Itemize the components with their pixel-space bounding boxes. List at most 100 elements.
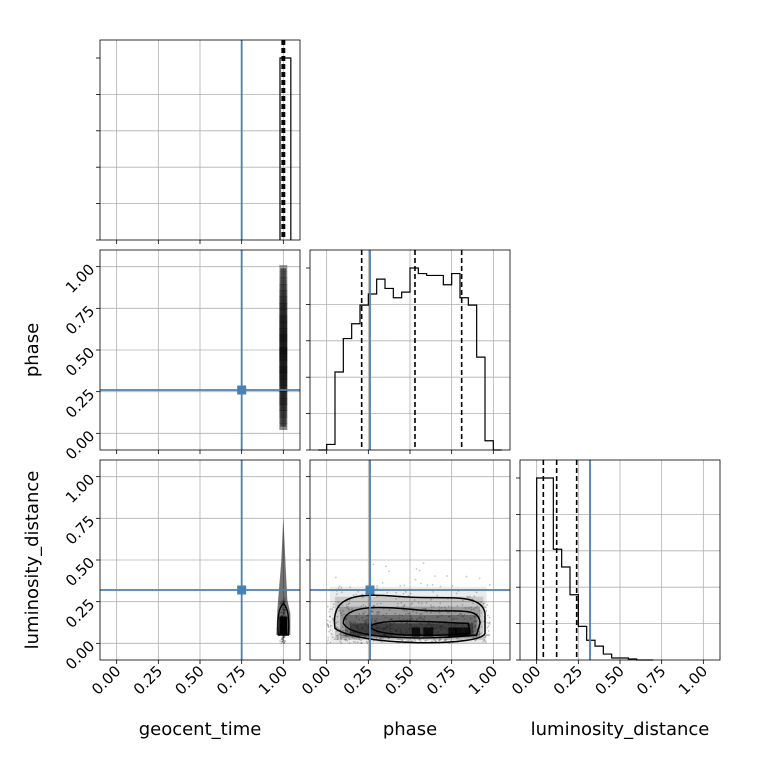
sample-point bbox=[377, 613, 380, 616]
sample-point bbox=[484, 640, 487, 643]
sample-point bbox=[352, 594, 355, 597]
sample-point bbox=[336, 626, 339, 629]
sample-point bbox=[395, 629, 398, 632]
sample-point bbox=[378, 611, 381, 613]
sample-point bbox=[486, 633, 488, 636]
sample-point bbox=[488, 616, 491, 619]
sample-point bbox=[417, 601, 420, 604]
sample-point bbox=[357, 641, 359, 644]
sample-point bbox=[351, 636, 354, 639]
sample-point bbox=[348, 602, 350, 605]
sample-point bbox=[375, 585, 378, 587]
sample-point bbox=[279, 640, 282, 643]
sample-point bbox=[443, 639, 446, 641]
sample-point bbox=[418, 617, 421, 620]
sample-point bbox=[281, 636, 284, 639]
sample-point bbox=[389, 622, 392, 625]
sample-point bbox=[478, 577, 481, 580]
sample-point bbox=[431, 583, 434, 586]
y-tick-label: 0.25 bbox=[62, 595, 98, 631]
sample-point bbox=[485, 610, 488, 612]
sample-point bbox=[347, 603, 350, 605]
sample-point bbox=[360, 642, 363, 645]
sample-point bbox=[430, 611, 432, 614]
x-tick-label: 0.75 bbox=[213, 662, 249, 698]
sample-point bbox=[383, 634, 386, 637]
sample-point bbox=[360, 639, 362, 642]
sample-point bbox=[403, 605, 406, 608]
sample-point bbox=[362, 619, 365, 622]
sample-point bbox=[376, 627, 378, 630]
histogram-step-phase bbox=[318, 267, 502, 451]
sample-point bbox=[474, 625, 476, 628]
x-axis-label-geocent_time: geocent_time bbox=[139, 719, 262, 740]
sample-point bbox=[331, 608, 334, 611]
sample-point bbox=[400, 631, 403, 634]
sample-point bbox=[328, 615, 331, 618]
sample-point bbox=[420, 616, 422, 619]
sample-point bbox=[410, 617, 413, 620]
sample-point bbox=[425, 624, 428, 627]
sample-point bbox=[366, 642, 369, 644]
sample-point bbox=[479, 601, 482, 603]
sample-point bbox=[382, 627, 384, 630]
sample-point bbox=[366, 627, 369, 630]
sample-point bbox=[342, 629, 345, 632]
sample-point bbox=[348, 642, 351, 644]
sample-point bbox=[419, 613, 422, 616]
sample-point bbox=[404, 613, 407, 615]
sample-point bbox=[426, 584, 429, 586]
sample-point bbox=[338, 609, 340, 612]
sample-point bbox=[341, 604, 344, 607]
sample-point bbox=[358, 638, 360, 641]
sample-point bbox=[410, 624, 413, 627]
sample-point bbox=[427, 622, 430, 625]
sample-point bbox=[284, 640, 287, 642]
sample-point bbox=[352, 621, 355, 624]
sample-point bbox=[388, 619, 391, 622]
y-tick-label: 1.00 bbox=[62, 470, 98, 506]
x-tick-label: 0.25 bbox=[130, 662, 166, 698]
sample-point bbox=[389, 631, 392, 633]
sample-point bbox=[455, 617, 458, 620]
sample-point bbox=[432, 623, 435, 626]
sample-point bbox=[389, 618, 392, 621]
sample-point bbox=[376, 587, 379, 590]
density-cell bbox=[279, 265, 288, 272]
sample-point bbox=[486, 621, 489, 624]
sample-point bbox=[358, 613, 361, 615]
sample-point bbox=[406, 618, 409, 621]
sample-point bbox=[362, 628, 364, 631]
sample-point bbox=[326, 605, 329, 608]
sample-point bbox=[372, 563, 375, 566]
sample-point bbox=[434, 575, 436, 578]
sample-point bbox=[281, 640, 283, 643]
sample-point bbox=[327, 624, 329, 626]
sample-point bbox=[455, 592, 458, 595]
sample-point bbox=[282, 636, 285, 639]
sample-point bbox=[420, 602, 423, 605]
sample-point bbox=[439, 625, 441, 628]
sample-point bbox=[478, 633, 481, 636]
sample-point bbox=[430, 606, 433, 609]
sample-point bbox=[360, 605, 363, 608]
sample-point bbox=[384, 622, 387, 625]
sample-point bbox=[382, 614, 385, 617]
sample-point bbox=[470, 608, 473, 611]
sample-point bbox=[377, 611, 380, 614]
sample-point bbox=[414, 578, 417, 581]
sample-point bbox=[457, 614, 460, 617]
sample-point bbox=[438, 625, 441, 628]
sample-point bbox=[401, 639, 404, 642]
sample-point bbox=[366, 618, 369, 621]
sample-point bbox=[371, 610, 374, 613]
sample-point bbox=[469, 617, 472, 620]
sample-point bbox=[459, 612, 461, 615]
sample-point bbox=[451, 584, 454, 587]
density-core bbox=[423, 627, 434, 637]
sample-point bbox=[343, 638, 346, 641]
sample-point bbox=[395, 591, 398, 594]
sample-point bbox=[455, 637, 458, 640]
sample-point bbox=[328, 610, 331, 613]
sample-point bbox=[361, 596, 364, 599]
